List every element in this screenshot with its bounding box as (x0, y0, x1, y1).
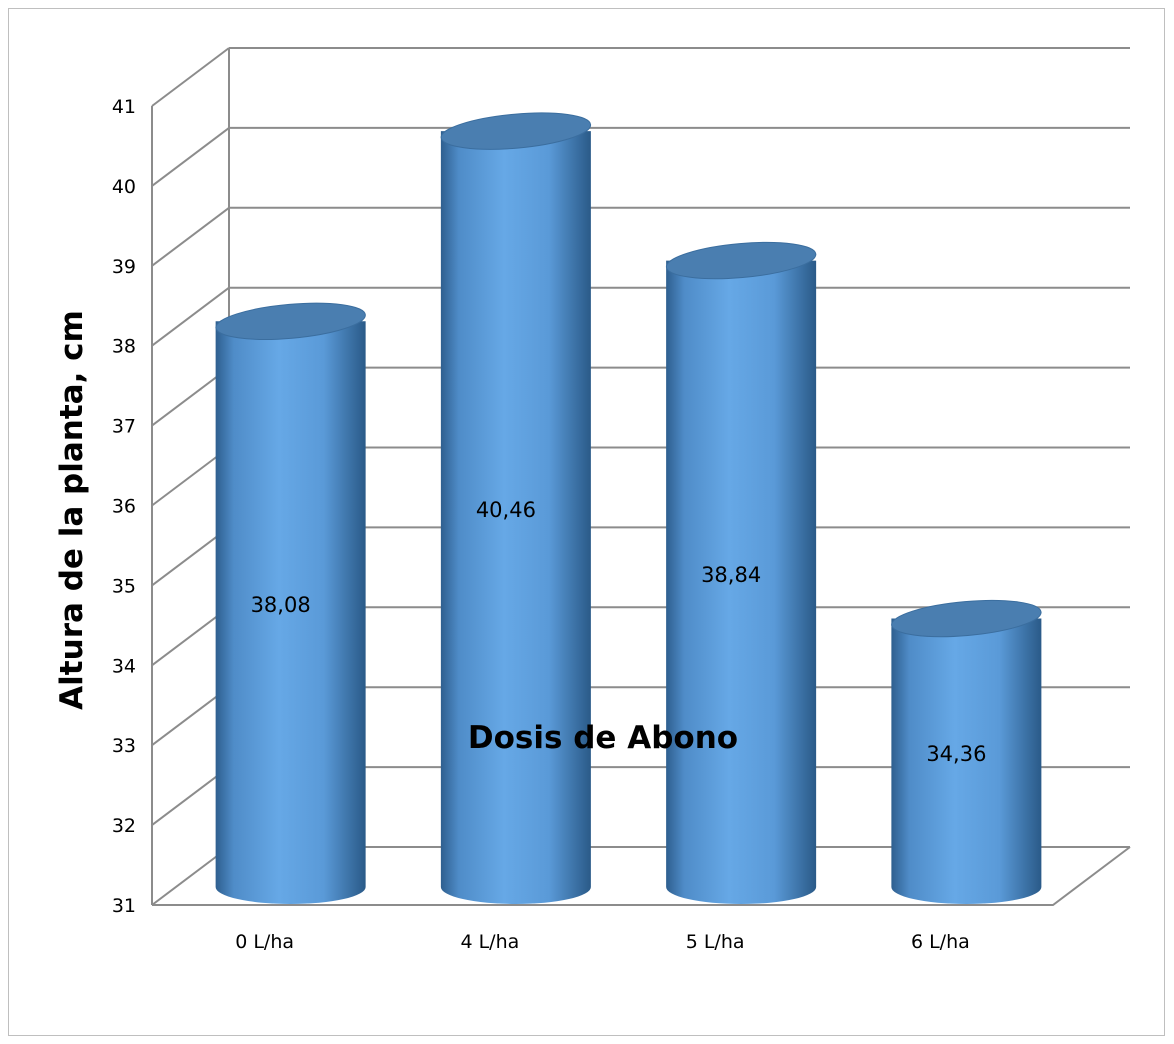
y-axis-title: Altura de la planta, cm (54, 310, 90, 710)
bar (440, 112, 592, 904)
gridline-side (151, 207, 230, 267)
y-tick-label: 37 (112, 416, 136, 438)
gridline-side (151, 127, 230, 187)
y-tick-label: 36 (112, 496, 136, 518)
data-label: 34,36 (926, 742, 986, 766)
bar (891, 599, 1042, 904)
floor-edge (152, 846, 1131, 906)
y-tick-label: 32 (112, 815, 136, 837)
data-label: 38,08 (251, 593, 311, 617)
x-tick-label: 4 L/ha (460, 931, 519, 953)
x-tick-label: 6 L/ha (911, 931, 970, 953)
x-tick-label: 5 L/ha (686, 931, 745, 953)
y-tick-label: 41 (112, 96, 136, 118)
bar-body (666, 260, 817, 905)
bar-top (215, 302, 366, 340)
y-tick-label: 33 (112, 735, 136, 757)
bar (665, 241, 817, 905)
bar-body (215, 321, 366, 905)
gridline-side (151, 47, 230, 107)
bar-body (891, 618, 1042, 904)
x-tick-label: 0 L/ha (235, 931, 294, 953)
data-label: 38,84 (701, 563, 761, 587)
y-tick-label: 40 (112, 176, 136, 198)
bar-top (440, 112, 592, 150)
y-tick-label: 34 (112, 655, 136, 677)
bar (215, 302, 366, 905)
y-tick-label: 31 (112, 895, 136, 917)
y-tick-label: 38 (112, 336, 136, 358)
bar-body (440, 131, 591, 904)
bar-top (665, 241, 817, 280)
data-label: 40,46 (476, 498, 536, 522)
gridline-side (151, 286, 230, 347)
y-tick-label: 35 (112, 575, 136, 597)
bar-top (891, 599, 1042, 638)
y-tick-label: 39 (112, 256, 136, 278)
x-axis-title: Dosis de Abono (468, 720, 738, 756)
